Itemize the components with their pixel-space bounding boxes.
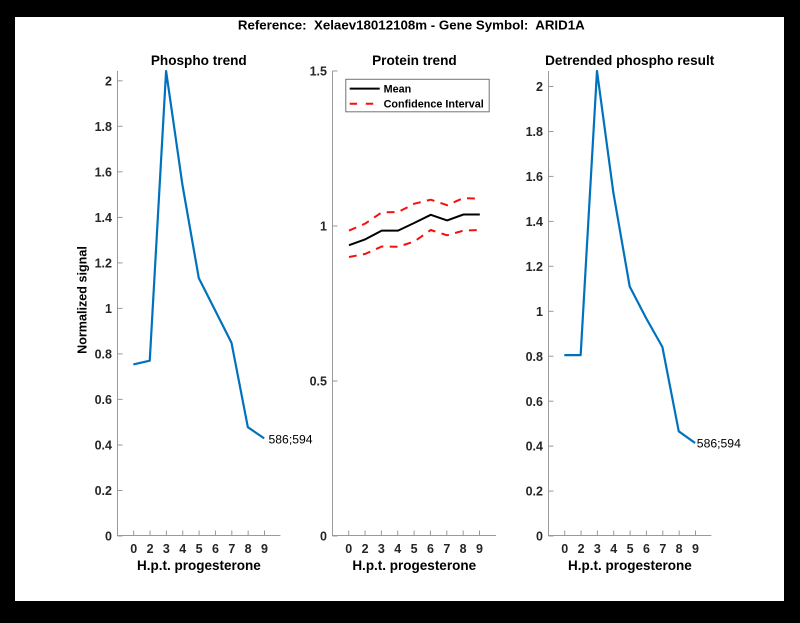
svg-text:0.6: 0.6 — [95, 393, 112, 407]
svg-text:H.p.t. progesterone: H.p.t. progesterone — [137, 558, 261, 573]
svg-text:0.8: 0.8 — [95, 348, 112, 362]
svg-text:1.4: 1.4 — [526, 215, 543, 229]
svg-text:6: 6 — [212, 542, 219, 556]
svg-text:586;594: 586;594 — [269, 433, 313, 447]
svg-text:0.5: 0.5 — [310, 375, 327, 389]
svg-text:6: 6 — [643, 542, 650, 556]
svg-text:8: 8 — [460, 542, 467, 556]
svg-text:9: 9 — [476, 542, 483, 556]
svg-text:1: 1 — [105, 302, 112, 316]
svg-text:0: 0 — [130, 542, 137, 556]
svg-text:1.6: 1.6 — [95, 165, 112, 179]
svg-text:1.5: 1.5 — [310, 65, 327, 79]
svg-text:1.6: 1.6 — [526, 170, 543, 184]
svg-text:0: 0 — [561, 542, 568, 556]
svg-text:3: 3 — [163, 542, 170, 556]
svg-text:7: 7 — [659, 542, 666, 556]
svg-text:Protein trend: Protein trend — [372, 53, 457, 68]
svg-text:0.2: 0.2 — [95, 484, 112, 498]
svg-text:Phospho trend: Phospho trend — [151, 53, 247, 68]
svg-text:H.p.t. progesterone: H.p.t. progesterone — [352, 558, 476, 573]
svg-text:0.8: 0.8 — [526, 350, 543, 364]
svg-text:Normalized signal: Normalized signal — [76, 246, 90, 354]
svg-text:0: 0 — [536, 530, 543, 544]
svg-text:8: 8 — [676, 542, 683, 556]
svg-text:9: 9 — [692, 542, 699, 556]
svg-text:7: 7 — [228, 542, 235, 556]
svg-text:Reference: Xelaev18012108m -: Reference: Xelaev18012108m - Gene Symbol… — [238, 18, 585, 33]
svg-text:0.2: 0.2 — [526, 485, 543, 499]
svg-text:2: 2 — [147, 542, 154, 556]
svg-text:Confidence Interval: Confidence Interval — [384, 99, 484, 111]
svg-text:1.8: 1.8 — [526, 125, 543, 139]
svg-text:2: 2 — [105, 74, 112, 88]
svg-text:4: 4 — [394, 542, 401, 556]
svg-text:5: 5 — [627, 542, 634, 556]
svg-text:2: 2 — [362, 542, 369, 556]
svg-text:0: 0 — [105, 530, 112, 544]
svg-text:586;594: 586;594 — [697, 437, 741, 451]
svg-text:1.2: 1.2 — [95, 257, 112, 271]
svg-text:Detrended phospho result: Detrended phospho result — [545, 53, 715, 68]
svg-text:7: 7 — [443, 542, 450, 556]
svg-text:1.2: 1.2 — [526, 260, 543, 274]
svg-text:Mean: Mean — [384, 83, 412, 95]
svg-text:3: 3 — [594, 542, 601, 556]
svg-text:1: 1 — [320, 220, 327, 234]
svg-text:1.4: 1.4 — [95, 211, 112, 225]
svg-text:8: 8 — [245, 542, 252, 556]
svg-text:0.4: 0.4 — [526, 440, 543, 454]
svg-text:0.6: 0.6 — [526, 395, 543, 409]
svg-text:2: 2 — [536, 80, 543, 94]
svg-text:0: 0 — [345, 542, 352, 556]
svg-text:5: 5 — [411, 542, 418, 556]
svg-text:9: 9 — [261, 542, 268, 556]
svg-text:6: 6 — [427, 542, 434, 556]
svg-text:4: 4 — [179, 542, 186, 556]
svg-text:1: 1 — [536, 305, 543, 319]
svg-text:1.8: 1.8 — [95, 120, 112, 134]
svg-text:0: 0 — [320, 530, 327, 544]
svg-text:4: 4 — [610, 542, 617, 556]
svg-text:2: 2 — [578, 542, 585, 556]
svg-text:3: 3 — [378, 542, 385, 556]
svg-text:0.4: 0.4 — [95, 439, 112, 453]
svg-text:5: 5 — [196, 542, 203, 556]
svg-text:H.p.t. progesterone: H.p.t. progesterone — [568, 558, 692, 573]
